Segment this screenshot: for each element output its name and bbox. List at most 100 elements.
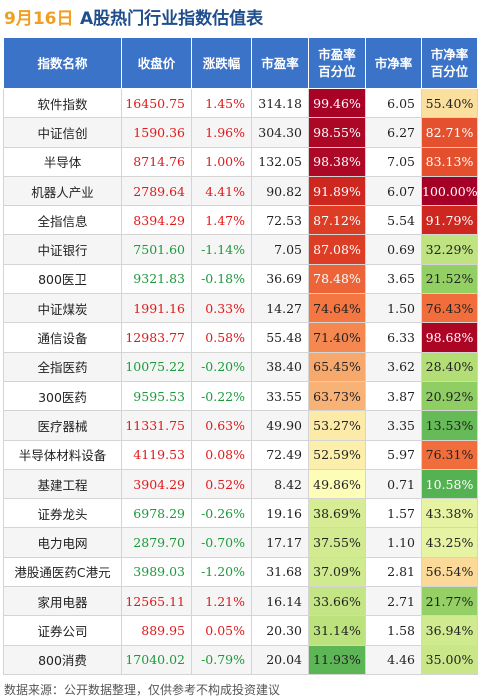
cell-pb: 2.71 bbox=[365, 586, 422, 617]
cell-change: 1.47% bbox=[191, 205, 252, 236]
cell-pb-pct: 36.94% bbox=[421, 615, 478, 646]
cell-pb: 6.05 bbox=[365, 87, 422, 119]
cell-pb: 3.65 bbox=[365, 263, 422, 295]
cell-change: -0.70% bbox=[191, 527, 252, 558]
cell-close: 3989.03 bbox=[121, 556, 192, 588]
col-header-pb-pct: 市净率 百分位 bbox=[421, 37, 478, 89]
table-row: 中证信创 1590.36 1.96% 304.30 98.55% 6.27 82.71% bbox=[3, 117, 478, 148]
cell-pb-pct: 55.40% bbox=[421, 87, 478, 119]
cell-pe-pct: 71.40% bbox=[308, 322, 366, 353]
cell-pe: 8.42 bbox=[251, 468, 309, 500]
cell-pb: 1.50 bbox=[365, 293, 422, 324]
col-header-pe: 市盈率 bbox=[251, 37, 309, 89]
cell-name: 证券公司 bbox=[3, 615, 122, 646]
cell-pe-pct: 53.27% bbox=[308, 410, 366, 441]
cell-pb: 5.54 bbox=[365, 205, 422, 236]
cell-close: 4119.53 bbox=[121, 439, 192, 470]
cell-pe-pct: 78.48% bbox=[308, 263, 366, 295]
cell-pb: 1.57 bbox=[365, 498, 422, 529]
col-header-close: 收盘价 bbox=[121, 37, 192, 89]
title-row: 9月16日 A股热门行业指数估值表 bbox=[0, 0, 480, 34]
table-row: 中证煤炭 1991.16 0.33% 14.27 74.64% 1.50 76.43% bbox=[3, 293, 478, 324]
table-row: 通信设备 12983.77 0.58% 55.48 71.40% 6.33 98.68% bbox=[3, 322, 478, 353]
cell-pb: 4.46 bbox=[365, 644, 422, 675]
cell-pb: 6.33 bbox=[365, 322, 422, 353]
cell-close: 16450.75 bbox=[121, 87, 192, 119]
cell-pe-pct: 31.14% bbox=[308, 615, 366, 646]
cell-pb-pct: 76.31% bbox=[421, 439, 478, 470]
cell-close: 8714.76 bbox=[121, 146, 192, 177]
cell-close: 2789.64 bbox=[121, 175, 192, 207]
cell-name: 港股通医药C港元 bbox=[3, 556, 122, 588]
cell-pe: 16.14 bbox=[251, 586, 309, 617]
cell-pb: 6.07 bbox=[365, 175, 422, 207]
cell-pb: 3.35 bbox=[365, 410, 422, 441]
cell-name: 电力电网 bbox=[3, 527, 122, 558]
cell-close: 9595.53 bbox=[121, 380, 192, 412]
cell-change: 0.05% bbox=[191, 615, 252, 646]
cell-pb: 0.69 bbox=[365, 234, 422, 265]
table-row: 中证银行 7501.60 -1.14% 7.05 87.08% 0.69 32.29% bbox=[3, 234, 478, 265]
cell-close: 1590.36 bbox=[121, 117, 192, 148]
cell-name: 基建工程 bbox=[3, 468, 122, 500]
cell-change: -0.20% bbox=[191, 351, 252, 382]
table-body: 软件指数 16450.75 1.45% 314.18 99.46% 6.05 55.40% 中… bbox=[3, 87, 478, 675]
cell-pe: 20.30 bbox=[251, 615, 309, 646]
footer-note: 数据来源：公开数据整理，仅供参考不构成投资建议 bbox=[4, 683, 281, 697]
table-row: 800消费 17040.02 -0.79% 20.04 11.93% 4.46 35.00% bbox=[3, 644, 478, 675]
cell-name: 中证煤炭 bbox=[3, 293, 122, 324]
cell-pe-pct: 98.38% bbox=[308, 146, 366, 177]
cell-pe: 314.18 bbox=[251, 87, 309, 119]
col-header-change: 涨跌幅 bbox=[191, 37, 252, 89]
cell-pe: 38.40 bbox=[251, 351, 309, 382]
cell-pe: 14.27 bbox=[251, 293, 309, 324]
cell-pb-pct: 91.79% bbox=[421, 205, 478, 236]
cell-pe: 33.55 bbox=[251, 380, 309, 412]
cell-pb-pct: 98.68% bbox=[421, 322, 478, 353]
cell-pb: 2.81 bbox=[365, 556, 422, 588]
cell-pb-pct: 76.43% bbox=[421, 293, 478, 324]
cell-close: 2879.70 bbox=[121, 527, 192, 558]
cell-pb: 6.27 bbox=[365, 117, 422, 148]
cell-pe: 55.48 bbox=[251, 322, 309, 353]
cell-pe-pct: 87.08% bbox=[308, 234, 366, 265]
cell-change: 0.33% bbox=[191, 293, 252, 324]
cell-close: 12983.77 bbox=[121, 322, 192, 353]
col-header-name: 指数名称 bbox=[3, 37, 122, 89]
cell-pb-pct: 21.52% bbox=[421, 263, 478, 295]
cell-pe-pct: 37.55% bbox=[308, 527, 366, 558]
cell-name: 医疗器械 bbox=[3, 410, 122, 441]
table-row: 港股通医药C港元 3989.03 -1.20% 31.68 37.09% 2.81 56.5… bbox=[3, 556, 478, 588]
cell-pe-pct: 37.09% bbox=[308, 556, 366, 588]
cell-pb: 3.62 bbox=[365, 351, 422, 382]
table-row: 基建工程 3904.29 0.52% 8.42 49.86% 0.71 10.58% bbox=[3, 468, 478, 500]
table-row: 全指信息 8394.29 1.47% 72.53 87.12% 5.54 91.79% bbox=[3, 205, 478, 236]
cell-close: 12565.11 bbox=[121, 586, 192, 617]
table-row: 半导体材料设备 4119.53 0.08% 72.49 52.59% 5.97 76.31% bbox=[3, 439, 478, 470]
cell-pb-pct: 20.92% bbox=[421, 380, 478, 412]
cell-pe-pct: 65.45% bbox=[308, 351, 366, 382]
table-row: 证券龙头 6978.29 -0.26% 19.16 38.69% 1.57 43.38% bbox=[3, 498, 478, 529]
table-row: 电力电网 2879.70 -0.70% 17.17 37.55% 1.10 43.25% bbox=[3, 527, 478, 558]
table-row: 300医药 9595.53 -0.22% 33.55 63.73% 3.87 20.92% bbox=[3, 380, 478, 412]
cell-pb-pct: 35.00% bbox=[421, 644, 478, 675]
cell-name: 通信设备 bbox=[3, 322, 122, 353]
header-row: 指数名称 收盘价 涨跌幅 市盈率 市盈率 百分位 市净率 市净率 百分位 bbox=[3, 37, 478, 89]
cell-pb: 3.87 bbox=[365, 380, 422, 412]
cell-pe-pct: 91.89% bbox=[308, 175, 366, 207]
cell-pb: 5.97 bbox=[365, 439, 422, 470]
cell-pe: 72.53 bbox=[251, 205, 309, 236]
cell-name: 全指医药 bbox=[3, 351, 122, 382]
cell-name: 全指信息 bbox=[3, 205, 122, 236]
cell-pe-pct: 63.73% bbox=[308, 380, 366, 412]
cell-change: -0.79% bbox=[191, 644, 252, 675]
cell-pe: 304.30 bbox=[251, 117, 309, 148]
table-row: 半导体 8714.76 1.00% 132.05 98.38% 7.05 83.13% bbox=[3, 146, 478, 177]
table-row: 机器人产业 2789.64 4.41% 90.82 91.89% 6.07 100.00% bbox=[3, 175, 478, 207]
cell-pe: 7.05 bbox=[251, 234, 309, 265]
cell-change: 1.00% bbox=[191, 146, 252, 177]
cell-pe-pct: 38.69% bbox=[308, 498, 366, 529]
cell-pe: 17.17 bbox=[251, 527, 309, 558]
cell-name: 中证银行 bbox=[3, 234, 122, 265]
cell-pe-pct: 74.64% bbox=[308, 293, 366, 324]
